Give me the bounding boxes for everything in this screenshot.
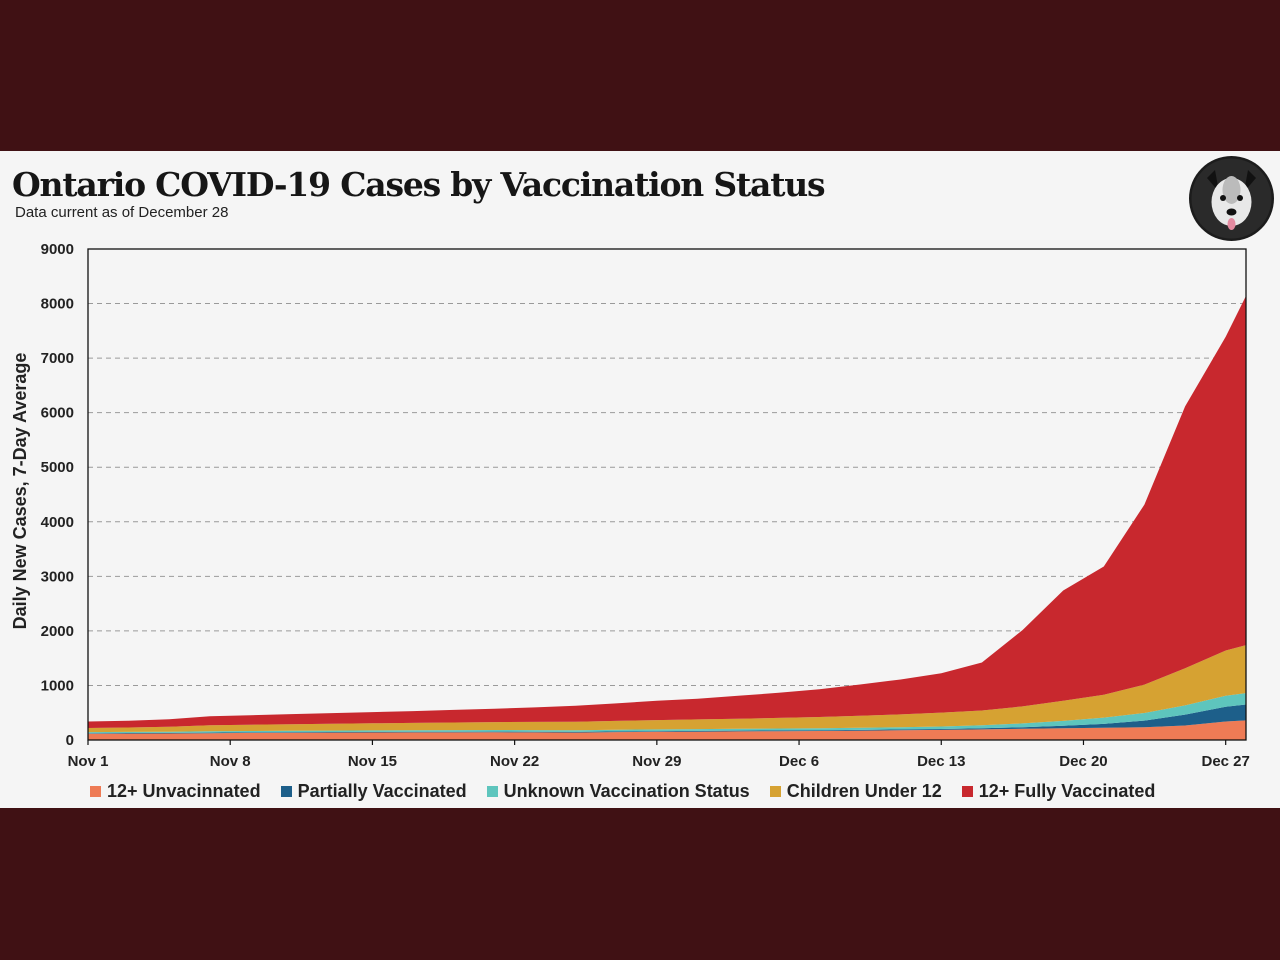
grid-lines	[88, 303, 1246, 686]
x-tick-label: Nov 1	[68, 753, 109, 770]
x-tick-label: Nov 29	[632, 753, 681, 770]
plot-frame	[87, 248, 1247, 741]
chart-card: 0 1000 2000 3000 4000 5000 6000 7000 8000 9000 No…	[0, 151, 1280, 808]
y-tick-label: 6000	[41, 405, 74, 422]
legend-swatch	[961, 786, 973, 797]
y-tick-label: 5000	[41, 459, 74, 476]
x-axis-ticks: Nov 1 Nov 8 Nov 15 Nov 22 Nov 29 Dec 6 Dec 13 D…	[68, 740, 1250, 770]
dog-face-logo-icon	[1189, 156, 1274, 241]
y-tick-label: 4000	[41, 514, 74, 531]
y-tick-label: 0	[66, 732, 74, 749]
chart-subtitle: Data current as of December 28	[15, 204, 229, 221]
legend-item: Partially Vaccinated	[280, 781, 467, 802]
legend-swatch	[769, 786, 781, 797]
legend-label: Children Under 12	[786, 781, 942, 801]
y-tick-label: 9000	[41, 241, 74, 258]
legend-item: Children Under 12	[769, 781, 942, 802]
y-tick-label: 7000	[41, 350, 74, 367]
legend-label: 12+ Unvacinnated	[107, 781, 261, 801]
legend-label: Unknown Vaccination Status	[503, 781, 750, 801]
x-tick-label: Dec 13	[917, 753, 965, 770]
legend-item: Unknown Vaccination Status	[486, 781, 750, 802]
legend-item: 12+ Fully Vaccinated	[961, 781, 1156, 802]
legend-label: 12+ Fully Vaccinated	[978, 781, 1156, 801]
x-tick-label: Nov 22	[490, 753, 539, 770]
x-tick-label: Nov 8	[210, 753, 251, 770]
x-tick-label: Dec 27	[1201, 753, 1249, 770]
y-tick-label: 3000	[41, 568, 74, 585]
y-tick-label: 8000	[41, 296, 74, 313]
y-tick-label: 1000	[41, 677, 74, 694]
y-axis-ticks: 0 1000 2000 3000 4000 5000 6000 7000 8000 9000	[41, 241, 74, 749]
legend-label: Partially Vaccinated	[297, 781, 467, 801]
x-tick-label: Dec 20	[1059, 753, 1107, 770]
legend-swatch	[486, 786, 498, 797]
chart-svg: 0 1000 2000 3000 4000 5000 6000 7000 8000 9000 No…	[10, 241, 1250, 770]
chart-title: Ontario COVID-19 Cases by Vaccination St…	[12, 165, 826, 204]
legend-item: 12+ Unvacinnated	[90, 781, 261, 802]
legend-swatch	[280, 786, 292, 797]
y-axis-label: Daily New Cases, 7-Day Average	[10, 353, 30, 630]
y-tick-label: 2000	[41, 623, 74, 640]
chart-legend: 12+ Unvacinnated Partially Vaccinated Unkn…	[90, 781, 1155, 802]
x-tick-label: Dec 6	[779, 753, 819, 770]
area-series-0	[88, 720, 1246, 740]
legend-swatch	[90, 786, 101, 797]
x-tick-label: Nov 15	[348, 753, 397, 770]
area-series-4	[88, 295, 1246, 728]
stacked-areas	[88, 295, 1246, 740]
